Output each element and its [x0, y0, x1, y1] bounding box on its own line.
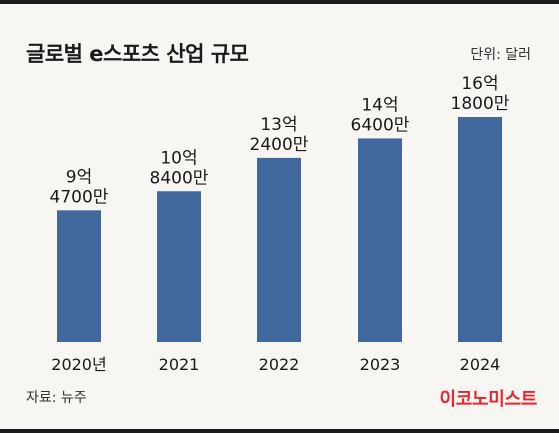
data-label-2-1: 2400만: [250, 135, 309, 155]
bar-2: [257, 157, 301, 342]
data-label-1-0: 10억: [160, 148, 197, 168]
data-label-4-1: 1800만: [451, 94, 510, 114]
x-tick-label-2: 2022: [259, 355, 300, 374]
data-label-4-0: 16억: [461, 74, 498, 94]
data-label-3-1: 6400만: [351, 115, 410, 135]
bar-1: [157, 191, 201, 342]
source-label: 자료: 뉴주: [26, 390, 87, 406]
x-tick-label-1: 2021: [159, 355, 200, 374]
bar-3: [358, 138, 402, 342]
unit-label: 단위: 달러: [470, 47, 531, 63]
data-label-2-0: 13억: [260, 115, 297, 135]
chart-title: 글로벌 e스포츠 산업 규모: [26, 42, 249, 66]
x-tick-label-3: 2023: [360, 355, 401, 374]
bar-0: [57, 210, 101, 342]
data-label-1-1: 8400만: [150, 168, 209, 188]
data-label-0-1: 4700만: [50, 187, 109, 207]
data-label-3-0: 14억: [361, 95, 398, 115]
x-tick-label-4: 2024: [460, 355, 501, 374]
brand-logo: 이코노미스트: [439, 389, 537, 410]
data-label-0-0: 9억: [66, 167, 92, 187]
bar-4: [458, 117, 502, 342]
x-tick-label-0: 2020년: [51, 355, 106, 374]
